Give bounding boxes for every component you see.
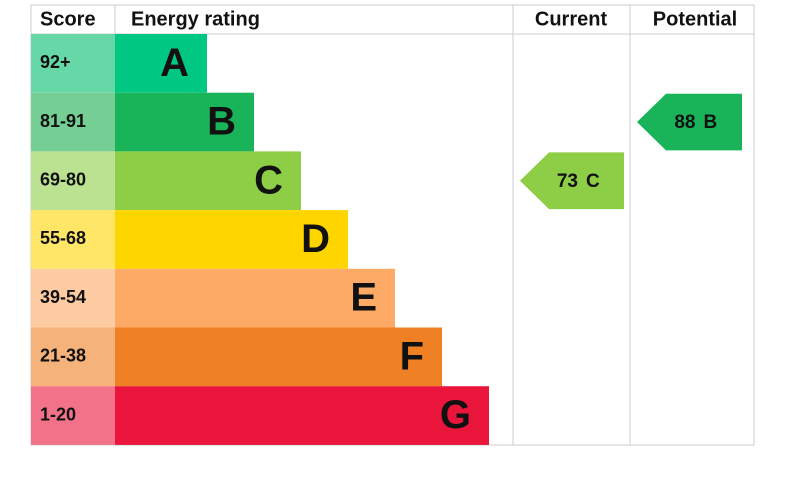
rating-letter: F — [400, 334, 424, 378]
header-current: Current — [535, 8, 608, 30]
score-cell — [31, 268, 115, 328]
score-label: 92+ — [40, 52, 71, 72]
rating-bar — [115, 92, 254, 152]
current-value: 73 — [557, 171, 578, 192]
potential-letter: B — [704, 112, 718, 133]
score-cell — [31, 386, 115, 445]
rating-bar — [115, 268, 395, 328]
current-arrow — [520, 152, 624, 210]
header-potential: Potential — [653, 8, 737, 30]
rating-letter: D — [301, 217, 330, 261]
score-cell — [31, 92, 115, 152]
rating-bar — [115, 34, 207, 93]
score-label: 69-80 — [40, 170, 86, 190]
score-label: 81-91 — [40, 111, 86, 131]
rating-letter: C — [254, 158, 283, 202]
potential-arrow — [637, 93, 742, 151]
score-label: 39-54 — [40, 287, 86, 307]
score-label: 55-68 — [40, 228, 86, 248]
rating-bar — [115, 151, 301, 211]
rating-letter: B — [207, 100, 236, 144]
rating-bar — [115, 327, 442, 387]
rating-letter: A — [160, 41, 189, 85]
header-score: Score — [40, 8, 96, 30]
rating-bar — [115, 210, 348, 269]
score-cell — [31, 151, 115, 211]
rating-letter: E — [350, 276, 377, 320]
score-label: 21-38 — [40, 346, 86, 366]
score-label: 1-20 — [40, 404, 76, 424]
rating-bar — [115, 386, 489, 445]
score-cell — [31, 210, 115, 269]
potential-value: 88 — [674, 112, 695, 133]
score-cell — [31, 34, 115, 93]
header-rating: Energy rating — [131, 8, 260, 30]
rating-letter: G — [440, 393, 471, 437]
score-cell — [31, 327, 115, 387]
current-letter: C — [586, 171, 600, 192]
